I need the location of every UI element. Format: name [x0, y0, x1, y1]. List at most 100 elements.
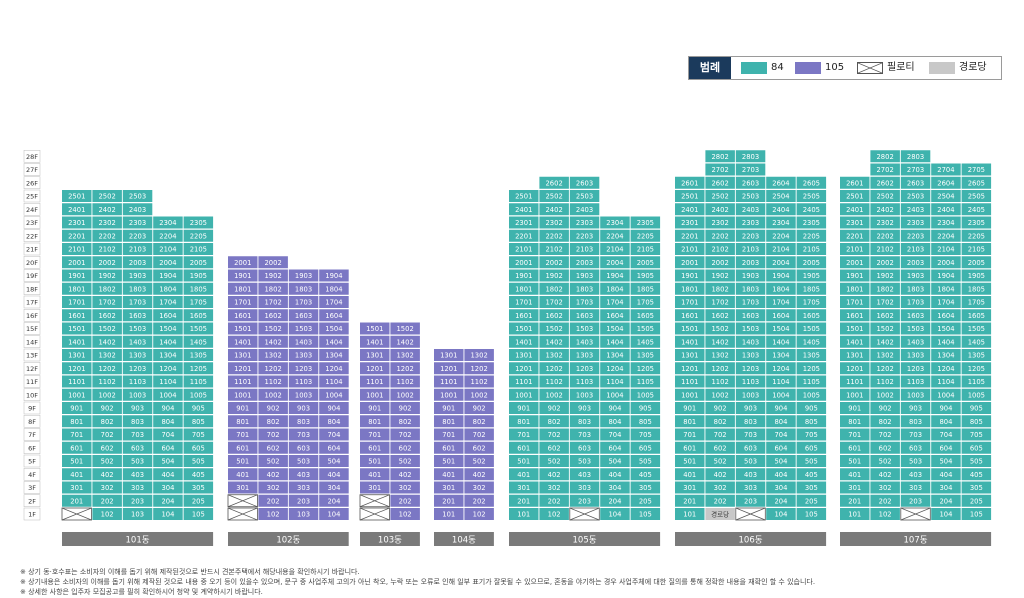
unit-number: 203 — [578, 497, 591, 505]
floor-label-box — [23, 468, 41, 481]
unit-cell — [870, 508, 900, 520]
unit-number: 1504 — [937, 325, 954, 333]
unit-cell — [509, 455, 539, 467]
unit-number: 403 — [909, 471, 922, 479]
unit-cell — [766, 322, 796, 335]
unit-number: 102 — [399, 511, 412, 519]
unit-cell — [961, 455, 992, 467]
unit-cell — [870, 375, 900, 388]
unit-number: 1404 — [159, 338, 176, 346]
unit-number: 703 — [578, 431, 591, 439]
unit-number: 802 — [548, 418, 561, 426]
unit-cell — [62, 402, 92, 414]
unit-number: 602 — [714, 444, 727, 452]
unit-number: 301 — [442, 484, 455, 492]
unit-number: 604 — [939, 444, 952, 452]
unit-number: 503 — [909, 458, 922, 466]
unit-number: 1104 — [159, 378, 176, 386]
unit-cell — [705, 415, 735, 428]
unit-cell — [319, 362, 349, 375]
floor-label: 2F — [28, 497, 36, 505]
unit-cell — [705, 335, 735, 348]
unit-cell — [153, 362, 183, 375]
unit-number: 2502 — [98, 193, 115, 201]
unit-number: 1903 — [742, 272, 759, 280]
unit-cell — [92, 309, 122, 322]
unit-cell — [122, 441, 153, 454]
unit-cell — [735, 468, 766, 481]
unit-number: 2305 — [803, 219, 820, 227]
unit-cell — [228, 362, 258, 375]
unit-cell — [870, 296, 900, 308]
unit-number: 1204 — [937, 365, 954, 373]
unit-number: 1705 — [190, 299, 207, 307]
unit-cell — [183, 494, 214, 507]
unit-cell — [122, 229, 153, 242]
unit-number: 1002 — [876, 391, 893, 399]
unit-cell — [390, 335, 420, 348]
unit-cell — [630, 362, 661, 375]
unit-cell — [796, 402, 827, 414]
unit-cell — [870, 176, 900, 189]
unit-number: 804 — [774, 418, 787, 426]
unit-cell — [735, 335, 766, 348]
unit-number: 1805 — [968, 285, 985, 293]
unit-number: 1704 — [937, 299, 954, 307]
unit-cell — [258, 455, 288, 467]
unit-number: 2202 — [545, 232, 562, 240]
unit-cell — [509, 203, 539, 216]
unit-number: 1201 — [681, 365, 698, 373]
unit-number: 1101 — [234, 378, 251, 386]
unit-cell — [900, 322, 931, 335]
floor-label: 24F — [26, 206, 38, 214]
unit-cell — [569, 296, 600, 308]
unit-number: 1001 — [515, 391, 532, 399]
unit-number: 2105 — [803, 246, 820, 254]
unit-cell — [735, 309, 766, 322]
unit-cell — [961, 256, 992, 269]
note-line: ※ 상기내용은 소비자의 이해를 돕기 위해 제작된 것으로 내용 중 오기 등… — [20, 578, 816, 586]
unit-number: 2002 — [876, 259, 893, 267]
unit-cell — [675, 494, 705, 507]
unit-number: 1805 — [803, 285, 820, 293]
unit-number: 1905 — [190, 272, 207, 280]
unit-cell — [434, 388, 464, 401]
unit-cell — [870, 256, 900, 269]
unit-cell — [840, 415, 870, 428]
unit-number: 1902 — [264, 272, 281, 280]
legend-label-105: 105 — [825, 62, 845, 73]
unit-cell — [122, 428, 153, 441]
unit-cell — [288, 375, 319, 388]
unit-cell — [288, 269, 319, 282]
unit-cell — [766, 296, 796, 308]
unit-cell — [258, 441, 288, 454]
unit-number: 501 — [683, 458, 696, 466]
unit-cell — [931, 256, 961, 269]
unit-number: 1301 — [366, 352, 383, 360]
unit-cell — [390, 362, 420, 375]
unit-number: 601 — [517, 444, 530, 452]
unit-cell — [509, 375, 539, 388]
floor-label-box — [23, 494, 41, 507]
unit-number: 1002 — [98, 391, 115, 399]
unit-cell — [600, 282, 630, 295]
unit-number: 801 — [517, 418, 530, 426]
unit-number: 1205 — [803, 365, 820, 373]
unit-number: 102 — [267, 511, 280, 519]
unit-number: 404 — [939, 471, 952, 479]
unit-cell — [62, 388, 92, 401]
unit-number: 2103 — [576, 246, 593, 254]
unit-number: 504 — [161, 458, 174, 466]
unit-cell — [122, 216, 153, 229]
unit-number: 2303 — [129, 219, 146, 227]
unit-number: 2302 — [711, 219, 728, 227]
unit-number: 1203 — [576, 365, 593, 373]
unit-number: 1103 — [576, 378, 593, 386]
unit-cell — [390, 388, 420, 401]
unit-number: 2203 — [742, 232, 759, 240]
unit-cell — [600, 388, 630, 401]
unit-cell — [630, 349, 661, 361]
unit-cell — [569, 335, 600, 348]
unit-number: 1605 — [190, 312, 207, 320]
unit-number: 1601 — [234, 312, 251, 320]
